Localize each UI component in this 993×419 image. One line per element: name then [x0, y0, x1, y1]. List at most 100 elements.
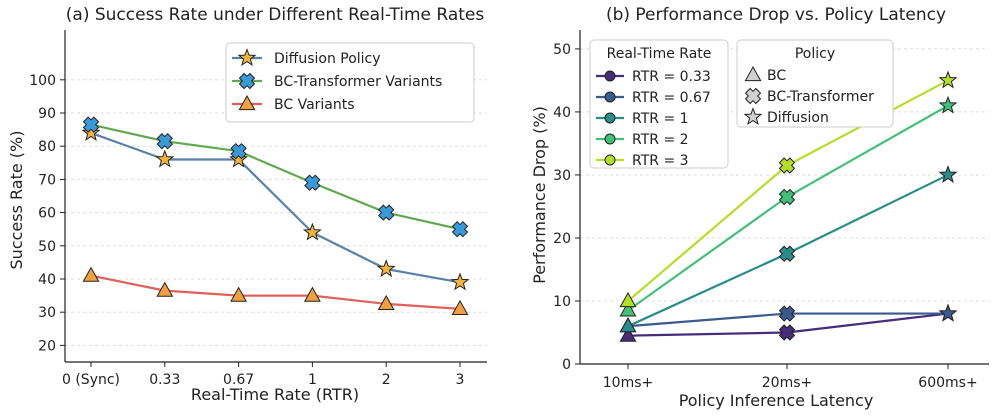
legend-marker: [238, 94, 256, 111]
y-tick-label: 10: [553, 294, 571, 310]
panel-a-y-ticks: 20 30 40 50 60 70 80 90 100: [29, 73, 65, 354]
series-line: [90, 123, 461, 231]
y-tick-label: 90: [38, 106, 56, 122]
panel-b-title: (b) Performance Drop vs. Policy Latency: [606, 5, 946, 25]
legend-label: Diffusion Policy: [274, 51, 381, 67]
legend-marker: [604, 133, 616, 145]
legend-box: [225, 42, 475, 123]
legend-label: RTR = 3: [632, 153, 689, 169]
x-tick-label: 0.33: [149, 372, 180, 388]
data-point: [156, 281, 174, 297]
data-point: [302, 222, 322, 241]
data-point: [376, 259, 396, 278]
panel-b-x-ticks: 10ms+ 20ms+ 600ms+: [603, 364, 978, 391]
panel-b-legend-policy: Policy BC BC-Transformer Diffusion: [736, 39, 894, 128]
x-tick-label: 3: [456, 372, 465, 388]
legend-label: RTR = 1: [632, 111, 689, 127]
legend-label: RTR = 2: [632, 132, 689, 148]
y-tick-label: 60: [38, 206, 56, 222]
data-point: [155, 149, 175, 168]
x-tick-label: 2: [382, 372, 391, 388]
y-tick-label: 30: [38, 305, 56, 321]
x-tick-label: 0.67: [223, 372, 254, 388]
x-tick-label: 20ms+: [762, 375, 812, 391]
legend-label: BC-Transformer: [767, 89, 874, 105]
data-point: [938, 95, 958, 114]
panel-b: (b) Performance Drop vs. Policy Latency …: [530, 5, 989, 410]
legend-marker: [743, 107, 763, 126]
y-tick-label: 40: [38, 272, 56, 288]
legend-label: RTR = 0.33: [632, 69, 711, 85]
data-point: [82, 266, 100, 282]
panel-a-x-label: Real-Time Rate (RTR): [191, 385, 359, 404]
legend-title: Real-Time Rate: [607, 46, 712, 62]
y-tick-label: 0: [562, 357, 571, 373]
legend-label: BC: [767, 68, 786, 84]
y-tick-label: 20: [38, 338, 56, 354]
data-point: [230, 142, 247, 160]
legend-title: Policy: [795, 46, 835, 62]
series-line: [90, 131, 461, 284]
data-point: [938, 303, 958, 322]
legend-label: BC Variants: [274, 97, 355, 113]
data-point: [778, 157, 796, 174]
data-point: [304, 174, 321, 191]
x-tick-label: 10ms+: [603, 375, 653, 391]
data-point: [619, 301, 637, 317]
data-point: [156, 133, 174, 150]
y-tick-label: 40: [553, 105, 571, 121]
panel-a-axes: [64, 30, 487, 363]
data-point: [938, 70, 958, 89]
legend-label: RTR = 0.67: [632, 90, 711, 106]
panel-b-y-label: Performance Drop (%): [530, 106, 549, 284]
data-point: [619, 291, 637, 308]
data-point: [230, 286, 248, 302]
y-tick-label: 20: [553, 231, 571, 247]
y-tick-label: 50: [553, 42, 571, 58]
data-point: [938, 165, 958, 183]
panel-a-x-ticks: 0 (Sync) 0.33 0.67 1 2 3: [62, 362, 464, 388]
panel-a-legend: Diffusion Policy BC-Transformer Variants B…: [225, 42, 475, 123]
data-point: [82, 116, 100, 133]
data-point: [377, 204, 395, 221]
panel-b-x-label: Policy Inference Latency: [679, 391, 874, 410]
data-point: [303, 286, 321, 302]
data-point: [619, 317, 637, 333]
x-tick-label: 0 (Sync): [62, 372, 120, 388]
data-point: [451, 220, 469, 238]
y-tick-label: 100: [29, 73, 56, 89]
panel-b-series: [619, 70, 958, 342]
legend-marker: [604, 112, 616, 124]
legend-marker: [604, 154, 616, 166]
y-tick-label: 80: [38, 139, 56, 155]
panel-a: (a) Success Rate under Different Real-Ti…: [7, 5, 487, 404]
data-point: [778, 324, 796, 341]
legend-marker: [744, 87, 762, 105]
data-point: [450, 272, 470, 291]
legend-marker: [604, 70, 616, 82]
data-point: [778, 305, 796, 322]
legend-label: BC-Transformer Variants: [274, 74, 442, 90]
panel-a-series: [81, 116, 470, 315]
legend-box: [589, 39, 729, 169]
x-tick-label: 600ms+: [918, 375, 977, 391]
data-point: [778, 245, 796, 262]
data-point: [619, 326, 637, 342]
y-tick-label: 70: [38, 172, 56, 188]
legend-marker: [238, 72, 256, 90]
legend-label: Diffusion: [767, 110, 829, 126]
y-tick-label: 50: [38, 239, 56, 255]
panel-a-title: (a) Success Rate under Different Real-Ti…: [66, 5, 485, 25]
legend-marker: [237, 48, 257, 67]
legend-marker: [604, 91, 616, 103]
x-tick-label: 1: [308, 372, 317, 388]
legend-box: [736, 39, 894, 128]
legend-marker: [744, 65, 762, 82]
series-line: [90, 274, 461, 310]
data-point: [451, 299, 469, 315]
data-point: [81, 122, 101, 141]
y-tick-label: 30: [553, 168, 571, 184]
panel-a-y-label: Success Rate (%): [7, 131, 26, 270]
